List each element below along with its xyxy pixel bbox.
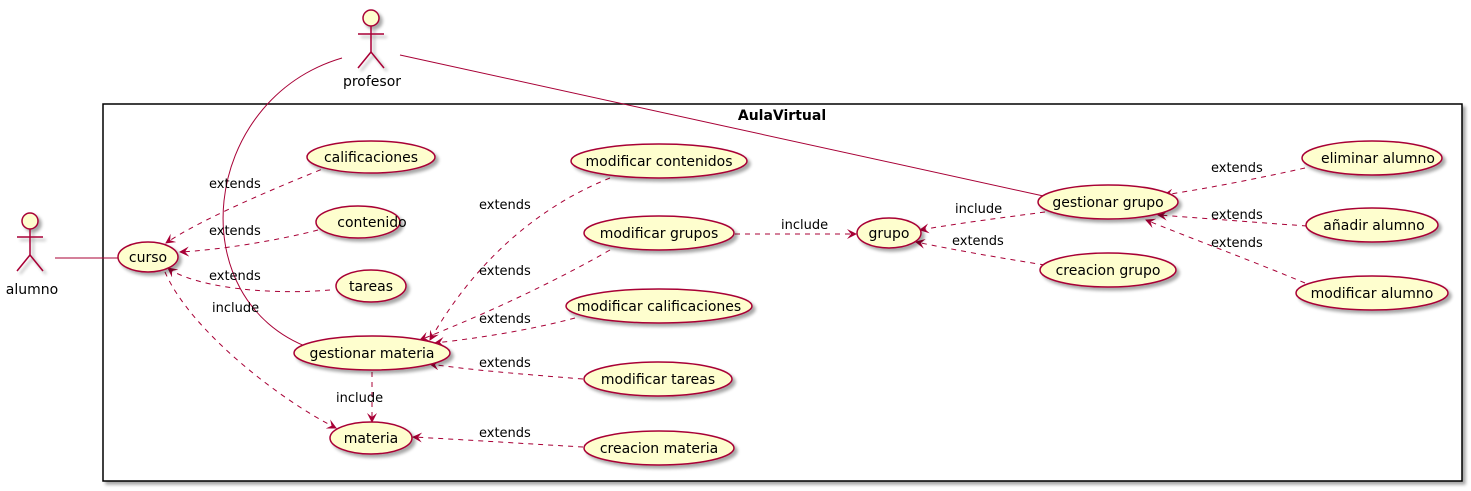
actor-alumno[interactable] (16, 212, 44, 272)
usecase-grupo[interactable]: grupo (856, 217, 922, 249)
assoc-profesor-gestionar-materia (222, 57, 343, 349)
dep-modificar-tareas-gestionar-materia (429, 360, 584, 380)
dep-anadir-alumno-gestionar-grupo (1157, 210, 1308, 227)
usecase-creacion-materia[interactable]: creacion materia (583, 430, 735, 466)
usecase-modificar-contenidos[interactable]: modificar contenidos (570, 143, 748, 179)
label-extends: extends (209, 177, 261, 192)
usecase-tareas[interactable]: tareas (335, 269, 407, 303)
usecase-modificar-grupos[interactable]: modificar grupos (583, 215, 735, 251)
usecase-modificar-alumno[interactable]: modificar alumno (1295, 275, 1449, 311)
usecase-creacion-grupo[interactable]: creacion grupo (1039, 252, 1177, 288)
dep-gestionar-grupo-grupo (919, 211, 1046, 234)
actor-profesor-label: profesor (343, 74, 401, 90)
label-include: include (955, 202, 1002, 217)
usecase-modificar-tareas-label: modificar tareas (601, 372, 715, 388)
dep-creacion-materia-materia (412, 432, 584, 448)
dep-calificaciones-curso (165, 165, 331, 244)
usecase-eliminar-alumno[interactable]: eliminar alumno (1301, 140, 1443, 176)
relation-labels: extends extends extends include include … (209, 161, 1263, 441)
label-extends: extends (479, 426, 531, 441)
dependencies (164, 165, 1308, 448)
label-extends: extends (209, 224, 261, 239)
usecase-modificar-contenidos-label: modificar contenidos (585, 154, 732, 170)
usecase-modificar-grupos-label: modificar grupos (600, 226, 719, 242)
label-extends: extends (479, 356, 531, 371)
usecase-modificar-calificaciones-label: modificar calificaciones (577, 299, 741, 315)
label-include: include (781, 218, 828, 233)
label-extends: extends (1211, 208, 1263, 223)
usecase-gestionar-grupo-label: gestionar grupo (1052, 195, 1163, 211)
label-extends: extends (1211, 236, 1263, 251)
actor-alumno-label: alumno (6, 282, 58, 298)
usecase-materia[interactable]: materia (329, 421, 413, 455)
label-extends: extends (479, 198, 531, 213)
label-include: include (336, 391, 383, 406)
label-extends: extends (209, 269, 261, 284)
assoc-profesor-gestionar-grupo (399, 54, 1049, 198)
system-title: AulaVirtual (738, 108, 826, 124)
usecase-anadir-alumno-label: añadir alumno (1323, 218, 1424, 234)
usecase-contenido[interactable]: contenido (315, 205, 407, 239)
usecase-modificar-alumno-label: modificar alumno (1311, 286, 1434, 302)
associations (55, 54, 1049, 349)
label-extends: extends (479, 312, 531, 327)
usecase-curso[interactable]: curso (117, 241, 179, 273)
usecase-anadir-alumno[interactable]: añadir alumno (1305, 207, 1439, 243)
usecase-calificaciones[interactable]: calificaciones (306, 140, 436, 174)
label-extends: extends (479, 264, 531, 279)
usecase-materia-label: materia (344, 431, 399, 447)
label-extends: extends (952, 234, 1004, 249)
dep-modificar-alumno-gestionar-grupo (1145, 218, 1306, 284)
dep-modificar-calificaciones-gestionar-materia (434, 317, 576, 347)
usecase-calificaciones-label: calificaciones (324, 150, 418, 166)
usecase-tareas-label: tareas (349, 279, 393, 295)
usecase-contenido-label: contenido (337, 215, 406, 231)
label-extends: extends (1211, 161, 1263, 176)
dep-modificar-contenidos-gestionar-materia (429, 177, 611, 341)
usecase-creacion-grupo-label: creacion grupo (1056, 263, 1161, 279)
use-cases: calificaciones contenido tareas curso ge… (117, 140, 1449, 466)
usecase-grupo-label: grupo (869, 226, 910, 242)
usecase-creacion-materia-label: creacion materia (600, 441, 718, 457)
usecase-curso-label: curso (129, 250, 167, 266)
usecase-gestionar-grupo[interactable]: gestionar grupo (1037, 184, 1179, 220)
dep-tareas-curso (167, 267, 331, 293)
dep-eliminar-alumno-gestionar-grupo (1163, 167, 1306, 199)
usecase-gestionar-materia-label: gestionar materia (310, 346, 435, 362)
label-include: include (212, 301, 259, 316)
dep-contenido-curso (179, 229, 319, 257)
usecase-modificar-tareas[interactable]: modificar tareas (583, 361, 733, 397)
actor-profesor[interactable] (357, 9, 385, 69)
usecase-gestionar-materia[interactable]: gestionar materia (293, 335, 451, 371)
usecase-eliminar-alumno-label: eliminar alumno (1321, 151, 1435, 167)
usecase-modificar-calificaciones[interactable]: modificar calificaciones (565, 288, 753, 324)
